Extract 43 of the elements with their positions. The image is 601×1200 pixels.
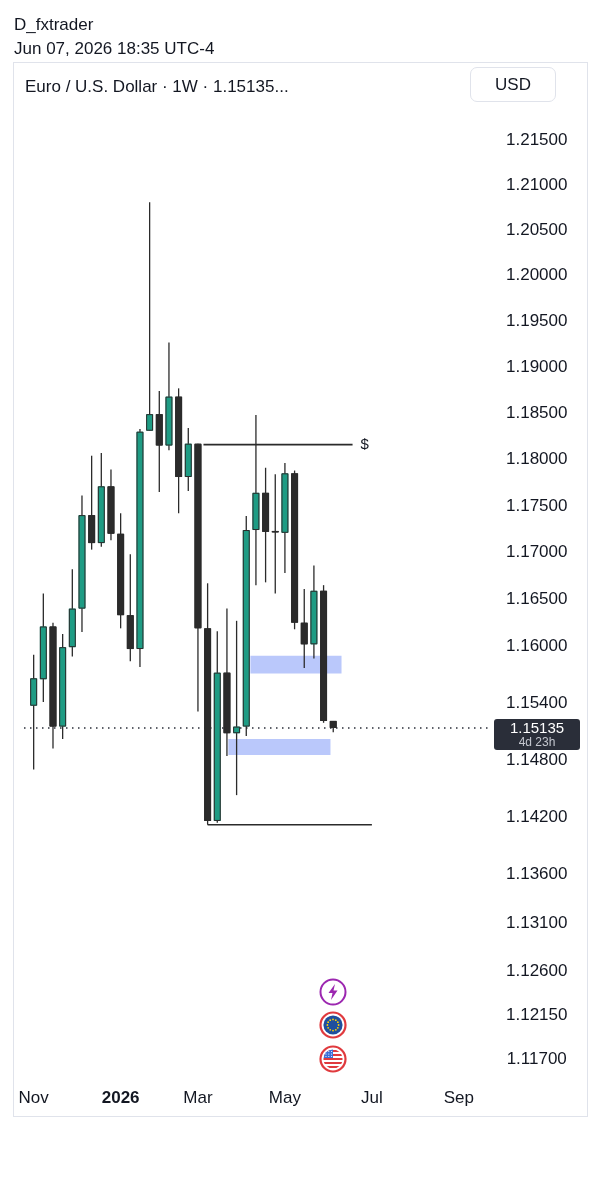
candlestick: [78, 494, 86, 633]
candlestick: [49, 622, 57, 750]
y-tick-label: 1.12150: [506, 1004, 568, 1024]
x-tick-label: Sep: [443, 1087, 474, 1107]
y-tick-label: 1.18000: [506, 449, 568, 469]
x-tick-label: May: [268, 1087, 302, 1107]
chart-title: Euro / U.S. Dollar · 1W · 1.15135...: [25, 76, 289, 98]
y-tick-label: 1.21000: [506, 174, 568, 194]
y-tick-label: 1.17000: [506, 542, 568, 562]
candlestick: [146, 201, 154, 432]
ref-line-label: 1.15135 4d 23h: [509, 719, 565, 749]
candlestick: [165, 341, 173, 451]
x-tick-label: Jul: [361, 1087, 383, 1107]
text: D_fxtrader: [14, 14, 94, 36]
y-tick-label: 1.16000: [506, 635, 568, 655]
y-tick-label: 1.19500: [506, 311, 568, 331]
annotation: $: [360, 434, 370, 452]
candlestick: [107, 468, 115, 541]
y-tick-label: 1.14800: [506, 749, 568, 769]
candlestick: [233, 620, 241, 796]
y-tick-label: 1.14200: [506, 806, 568, 826]
x-tick-label: Nov: [18, 1087, 50, 1107]
candlestick: [300, 588, 308, 669]
y-tick-label: 1.20000: [506, 265, 568, 285]
y-tick-label: 1.13100: [506, 912, 568, 932]
candlestick: [310, 564, 318, 660]
candlestick: [136, 428, 144, 668]
candlestick: [281, 462, 289, 574]
y-tick-label: 1.21500: [506, 129, 568, 149]
x-tick-label: Mar: [183, 1087, 213, 1107]
y-tick-label: 1.12600: [506, 960, 568, 980]
y-tick-label: 1.13600: [506, 864, 568, 884]
candlestick: [223, 607, 231, 757]
y-tick-label: 1.16500: [506, 588, 568, 608]
x-tick-label: 2026: [101, 1087, 140, 1107]
y-tick-label: 1.15400: [506, 692, 568, 712]
y-tick-label: 1.20500: [506, 220, 568, 239]
y-tick-label: 1.11700: [506, 1048, 567, 1068]
candlestick: [271, 473, 279, 595]
y-tick-label: 1.18500: [506, 402, 568, 422]
text: Jun 07, 2026 18:35 UTC-4: [14, 38, 215, 60]
y-tick-label: 1.19000: [506, 356, 568, 376]
y-tick-label: 1.17500: [506, 495, 568, 515]
